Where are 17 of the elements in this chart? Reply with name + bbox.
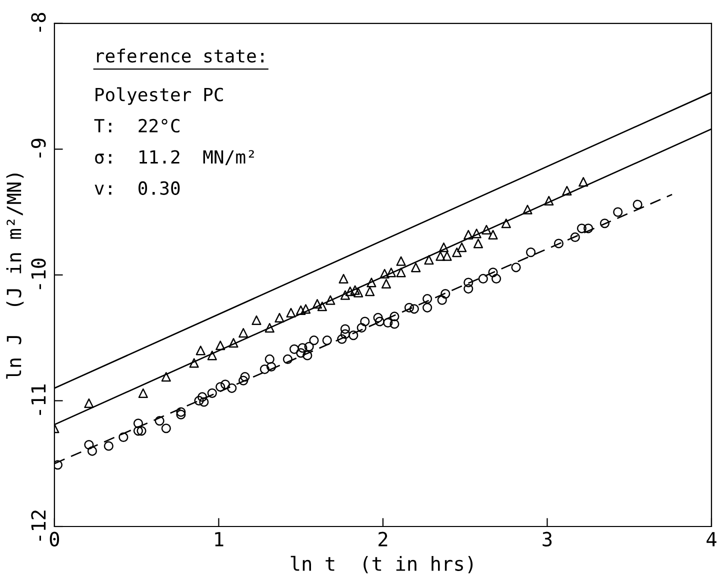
y-tick-label: -12 [31, 510, 46, 541]
x-tick-label: 1 [215, 532, 224, 546]
y-tick-label: -9 [31, 138, 46, 158]
x-tick-label: 0 [50, 532, 60, 547]
x-tick-label: 4 [706, 532, 716, 546]
y-tick-label: -10 [31, 258, 46, 290]
y-axis-title: ln J (J in m²/MN) [6, 174, 24, 379]
annotation: T: 22°C [94, 118, 180, 133]
annotation: reference state: [97, 48, 264, 63]
x-tick-label: 2 [378, 532, 388, 546]
annotation: σ: 11.2 MN/m² [95, 150, 254, 166]
x-axis-title: ln t (t in hrs) [290, 556, 473, 574]
y-tick-label: -8 [31, 12, 46, 32]
x-tick-label: 3 [542, 532, 552, 547]
annotation: Polyester PC [96, 87, 223, 105]
y-tick-label: -11 [31, 384, 46, 415]
annotation: v: 0.30 [94, 181, 180, 195]
